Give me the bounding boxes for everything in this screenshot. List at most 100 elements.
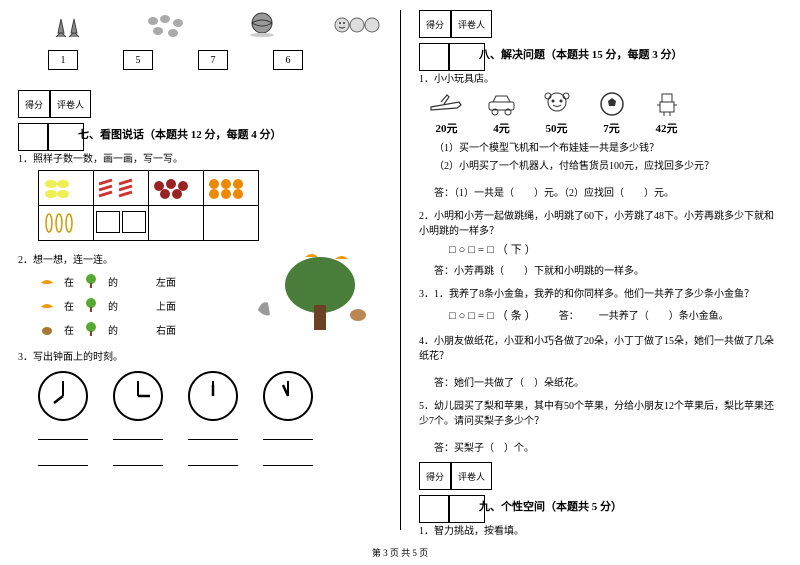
- scene-illustration: [250, 245, 370, 335]
- radish-cell: [149, 171, 204, 206]
- left-column: 1 5 7 6 得分 评卷人 七、看图说话（本题共 12 分，每题 4 分） 1…: [0, 0, 400, 540]
- q8-5-ans: 答：买梨子（ ）个。: [434, 439, 782, 454]
- toy-price: 4元: [493, 120, 510, 136]
- clock-blank: [113, 426, 163, 440]
- score-table-8: 得分 评卷人: [419, 10, 782, 38]
- q7-3-text: 3．写出钟面上的时刻。: [18, 348, 382, 363]
- ball-icon: [238, 10, 288, 40]
- bird-icon: [38, 296, 56, 314]
- score-label: 得分: [18, 90, 50, 118]
- count-grid: [38, 170, 259, 241]
- toy-plane: 20元: [429, 90, 464, 136]
- orange-cell: [204, 171, 259, 206]
- de-word: 的: [108, 322, 118, 337]
- score-table-9: 得分 评卷人: [419, 462, 782, 490]
- q8-4-ans: 答：她们一共做了（ ）朵纸花。: [434, 374, 782, 389]
- num-box-1: 1: [48, 50, 78, 70]
- q8-5-text: 5．幼儿园买了梨和苹果，其中有50个苹果，分给小朋友12个苹果后，梨比苹果还少7…: [419, 397, 782, 427]
- toy-ball: 7元: [594, 90, 629, 136]
- squirrel-icon: [38, 320, 56, 338]
- empty-cell: [149, 206, 204, 241]
- robot-icon: [649, 90, 684, 118]
- carrot-cell: [94, 171, 149, 206]
- rocket-icon: [48, 10, 98, 40]
- score-blank: [419, 43, 449, 71]
- pos-left: 左面: [156, 274, 176, 289]
- marker-label: 评卷人: [50, 90, 91, 118]
- faces-icon: [332, 10, 382, 40]
- clock-blank: [38, 452, 88, 466]
- de-word: 的: [108, 274, 118, 289]
- toy-car: 4元: [484, 90, 519, 136]
- score-table-7: 得分 评卷人: [18, 90, 382, 118]
- toy-price: 50元: [546, 120, 568, 136]
- q8-3-eq: □○□=□（条）: [449, 307, 539, 323]
- clock-blank: [38, 426, 88, 440]
- section-9-title: 九、个性空间（本题共 5 分）: [479, 498, 782, 514]
- bees-icon: [143, 10, 193, 40]
- pos-right: 右面: [156, 322, 176, 337]
- section-8-title: 八、解决问题（本题共 15 分，每题 3 分）: [479, 46, 782, 62]
- clock-blank: [188, 426, 238, 440]
- tree-icon: [82, 320, 100, 338]
- tally-cell: [39, 206, 94, 241]
- bird-icon: [38, 272, 56, 290]
- q8-1-2: （2）小明买了一个机器人，付给售货员100元，应找回多少元？: [434, 157, 782, 172]
- car-icon: [484, 90, 519, 118]
- score-blank: [18, 123, 48, 151]
- right-column: 得分 评卷人 八、解决问题（本题共 15 分，每题 3 分） 1．小小玩具店。 …: [401, 0, 800, 540]
- soccer-icon: [594, 90, 629, 118]
- toy-doll: 50元: [539, 90, 574, 136]
- pos-up: 上面: [156, 298, 176, 313]
- in-word: 在: [64, 274, 74, 289]
- clock-blank: [113, 452, 163, 466]
- toy-price: 42元: [656, 120, 678, 136]
- empty-cell: [204, 206, 259, 241]
- page-container: 1 5 7 6 得分 评卷人 七、看图说话（本题共 12 分，每题 4 分） 1…: [0, 0, 800, 540]
- clock-2: [113, 371, 163, 421]
- q8-2-eq: □○□=□（下）: [449, 241, 782, 257]
- doll-icon: [539, 90, 574, 118]
- q8-2-text: 2．小明和小芳一起做跳绳，小明跳了60下，小芳跳了48下。小芳再跳多少下就和小明…: [419, 207, 782, 237]
- score-label: 得分: [419, 462, 451, 490]
- table-row: [39, 206, 259, 241]
- in-word: 在: [64, 322, 74, 337]
- q7-1-text: 1．照样子数一数，画一画，写一写。: [18, 150, 382, 165]
- q8-3-ans-label: 答：: [559, 307, 579, 322]
- clock-4: [263, 371, 313, 421]
- q8-1-text: 1．小小玩具店。: [419, 70, 782, 85]
- q9-1-text: 1．智力挑战，按看填。: [419, 522, 782, 537]
- tally-cell: [94, 206, 149, 241]
- marker-label: 评卷人: [451, 10, 492, 38]
- clock-1: [38, 371, 88, 421]
- q8-1-ans: 答：（1）一共是（ ）元。（2）应找回（ ）元。: [434, 184, 782, 199]
- score-label: 得分: [419, 10, 451, 38]
- clock-answers-2: [38, 452, 382, 466]
- score-blank: [419, 495, 449, 523]
- tree-icon: [82, 272, 100, 290]
- top-icons-row: [48, 10, 382, 40]
- tree-icon: [82, 296, 100, 314]
- table-row: [39, 171, 259, 206]
- marker-label: 评卷人: [451, 462, 492, 490]
- q8-2-ans: 答：小芳再跳（ ）下就和小明跳的一样多。: [434, 262, 782, 277]
- toy-robot: 42元: [649, 90, 684, 136]
- de-word: 的: [108, 298, 118, 313]
- in-word: 在: [64, 298, 74, 313]
- toy-price: 20元: [436, 120, 458, 136]
- q8-3-text: 3．1．我养了8条小金鱼，我养的和你同样多。他们一共养了多少条小金鱼？: [419, 285, 782, 300]
- clock-blank: [188, 452, 238, 466]
- number-boxes-row: 1 5 7 6: [48, 50, 382, 70]
- num-box-3: 7: [198, 50, 228, 70]
- clock-row: [38, 371, 382, 421]
- toy-price: 7元: [603, 120, 620, 136]
- num-box-2: 5: [123, 50, 153, 70]
- num-box-4: 6: [273, 50, 303, 70]
- clock-3: [188, 371, 238, 421]
- plane-icon: [429, 90, 464, 118]
- q8-1-1: （1）买一个模型飞机和一个布娃娃一共是多少钱？: [434, 139, 782, 154]
- clock-blank: [263, 426, 313, 440]
- toy-row: 20元 4元 50元 7元 42元: [429, 90, 782, 136]
- q8-3-ans: 一共养了（ ）条小金鱼。: [599, 307, 729, 322]
- q8-4-text: 4．小朋友做纸花，小亚和小巧各做了20朵，小丁丁做了15朵，她们一共做了几朵纸花…: [419, 332, 782, 362]
